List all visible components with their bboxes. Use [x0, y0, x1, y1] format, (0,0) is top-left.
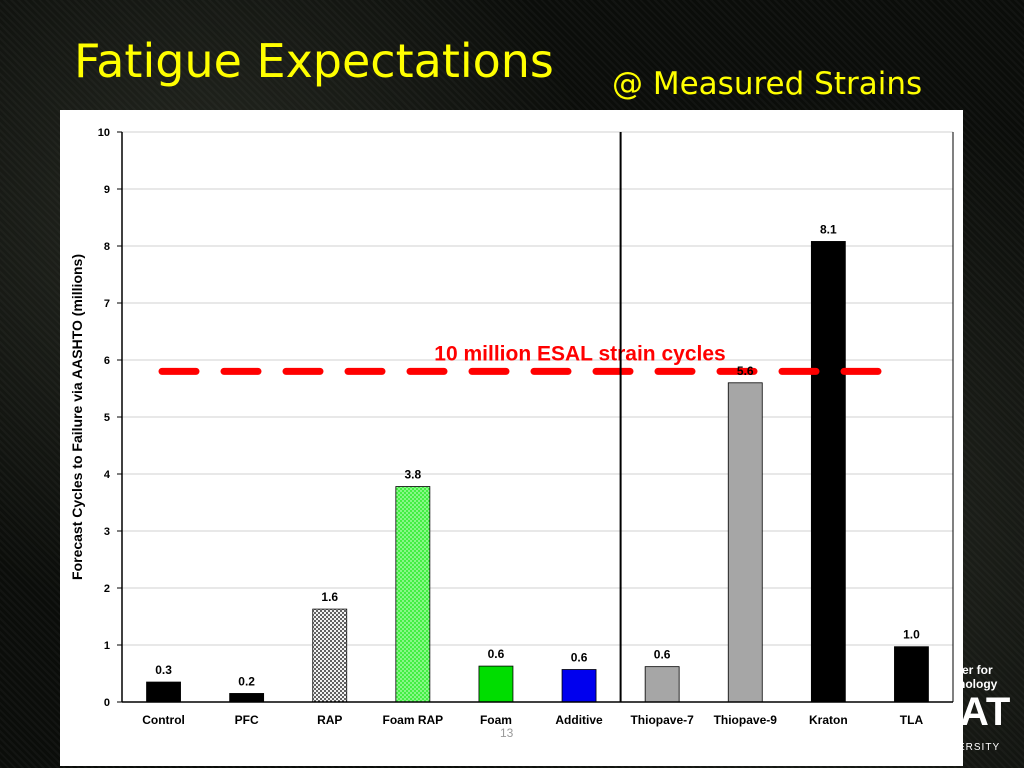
bar-control [146, 681, 181, 703]
bar-rap [312, 608, 348, 703]
y-tick-label: 9 [104, 184, 110, 196]
y-tick-label: 7 [104, 298, 110, 310]
chart-panel: 10 million ESAL strain cycles 0 1 2 3 4 5 6 7 8 9… [60, 110, 963, 766]
bar-thiopave-9 [727, 382, 763, 703]
page-number: 13 [500, 726, 514, 740]
slide-subtitle: @ Measured Strains [612, 66, 923, 102]
y-tick-label: 8 [104, 241, 110, 253]
bar-chart: 10 million ESAL strain cycles 0 1 2 3 4 5 6 7 8 9… [69, 127, 954, 727]
data-label: 0.6 [488, 647, 505, 661]
data-label: 0.6 [571, 651, 588, 665]
y-tick-label: 5 [104, 412, 110, 424]
university-logo: ter for nology AT ERSITY [958, 660, 1024, 760]
y-tick-label: 1 [104, 640, 110, 652]
category-label: Foam [480, 713, 512, 727]
logo-text-line2: nology [958, 677, 998, 691]
bar-foam [478, 665, 514, 703]
y-tick-label: 2 [104, 583, 110, 595]
data-label: 3.8 [405, 468, 422, 482]
category-label: Additive [555, 713, 603, 727]
data-label: 8.1 [820, 222, 837, 236]
category-label: Foam RAP [383, 713, 444, 727]
y-tick-label: 10 [98, 127, 110, 139]
y-tick-label: 4 [104, 469, 111, 481]
data-label: 0.2 [238, 674, 255, 688]
reference-line-label: 10 million ESAL strain cycles [434, 342, 725, 365]
logo-mark: AT [960, 690, 1011, 734]
bar-foam-rap [395, 486, 431, 703]
category-label: TLA [900, 713, 924, 727]
data-label: 5.6 [737, 364, 754, 378]
bar-pfc [229, 693, 265, 703]
data-label: 0.6 [654, 648, 671, 662]
data-label: 0.3 [155, 663, 172, 677]
category-label: Thiopave-7 [630, 713, 694, 727]
bar-additive [561, 669, 597, 703]
category-label: RAP [317, 713, 342, 727]
bar-kraton [810, 241, 846, 703]
category-label: Kraton [809, 713, 848, 727]
category-label: PFC [235, 713, 259, 727]
bar-tla [894, 646, 929, 703]
y-tick-label: 3 [104, 526, 110, 538]
slide-title: Fatigue Expectations [74, 34, 554, 88]
data-label: 1.6 [321, 590, 338, 604]
bar-thiopave-7 [644, 666, 680, 703]
category-label: Thiopave-9 [714, 713, 778, 727]
data-label: 1.0 [903, 628, 920, 642]
y-tick-label: 6 [104, 355, 110, 367]
y-tick-label: 0 [104, 697, 110, 709]
logo-text-line1: ter for [958, 663, 993, 677]
y-axis-title: Forecast Cycles to Failure via AASHTO (m… [69, 254, 85, 580]
category-label: Control [142, 713, 185, 727]
logo-text-line3: ERSITY [958, 742, 1001, 753]
